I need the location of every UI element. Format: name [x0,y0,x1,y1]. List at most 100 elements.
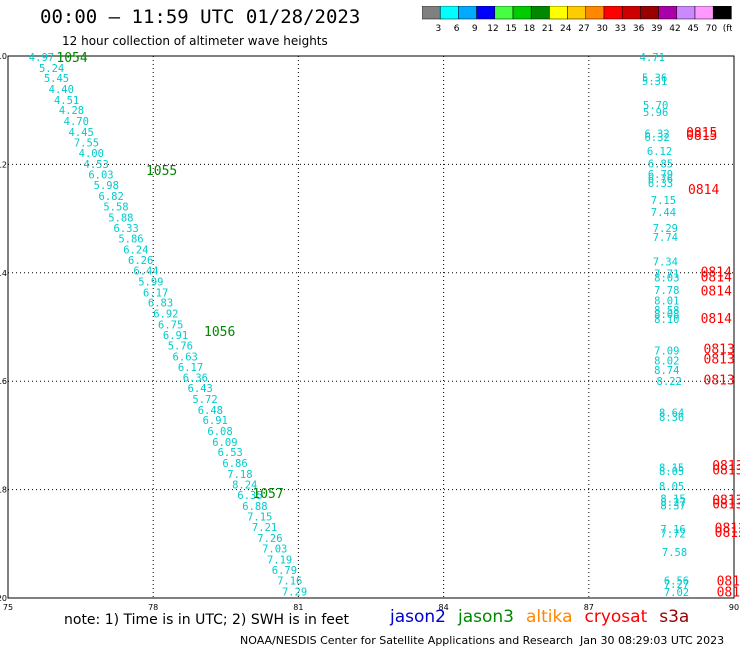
colorbar-label: 39 [651,24,663,34]
pass-number-label: 0812 [715,526,740,541]
colorbar-label: 27 [578,24,589,34]
wave-height-value: 4.97 [29,52,54,64]
wave-height-value: 8.03 [654,273,679,285]
pass-number-label: 0812 [715,522,740,537]
wave-height-value: 7.72 [660,529,685,541]
wave-height-value: 7.58 [662,547,687,559]
wave-height-value: 5.36 [642,73,667,85]
pass-number-label: 1056 [204,325,235,340]
wave-height-value: 8.01 [654,295,679,307]
wave-height-value: 7.15 [651,195,676,207]
footer-org: NOAA/NESDIS Center for Satellite Applica… [240,634,574,647]
y-tick-label: 14 [0,269,7,278]
wave-height-value: 4.28 [59,105,84,117]
wave-height-value: 6.91 [203,415,228,427]
colorbar-label: 30 [596,24,608,34]
wave-height-value: 5.24 [39,63,64,75]
wave-height-value: 8.24 [232,480,257,492]
footer-note: note: 1) Time is in UTC; 2) SWH is in fe… [64,612,350,628]
colorbar-label: 21 [542,24,553,34]
wave-height-value: 5.45 [44,73,69,85]
wave-height-value: 7.74 [653,232,678,244]
wave-height-value: 7.02 [664,587,689,599]
mission-legend-item: altika [526,607,573,627]
wave-height-value: 7.55 [74,138,99,150]
wave-height-value: 7.78 [654,285,679,297]
wave-height-value: 6.09 [212,437,237,449]
wave-height-value: 6.86 [222,458,247,470]
colorbar-label: 9 [472,24,478,34]
wave-height-value: 8.05 [659,481,684,493]
wave-height-value: 8.02 [654,356,679,368]
mission-legend: jason2 jason3 altika cryosat s3a [390,607,701,627]
pass-number-label: 1054 [56,51,87,66]
wave-height-value: 6.08 [207,426,232,438]
wave-height-value: 8.36 [659,412,684,424]
colorbar-label: 45 [687,24,698,34]
wave-height-value: 4.40 [49,84,74,96]
footer-generated-time: Jan 30 08:29:03 UTC 2023 [580,634,725,647]
wave-height-value: 6.75 [158,319,183,331]
wave-height-value: 7.16 [277,576,302,588]
colorbar-label: 24 [560,24,572,34]
wave-height-value: 4.53 [84,159,109,171]
wave-height-value: 8.37 [660,500,685,512]
wave-height-value: 8.15 [659,462,684,474]
plot-frame [7,55,735,599]
colorbar-label: 18 [524,24,536,34]
wave-height-value: 6.91 [163,330,188,342]
wave-height-value: 6.53 [218,447,243,459]
pass-number-label: 0814 [701,271,732,286]
pass-number-label: 0813 [704,352,735,367]
colorbar-swatch [712,6,732,20]
wave-height-value: 7.21 [252,522,277,534]
wave-height-value: 4.45 [69,127,94,139]
colorbar-label: 6 [454,24,460,34]
pass-number-label: 0812 [717,575,740,590]
pass-number-label: 0812 [717,585,740,600]
mission-legend-item: cryosat [584,607,648,627]
wave-height-value: 7.29 [653,223,678,235]
pass-number-label: 0813 [712,498,740,513]
wave-height-value: 6.83 [148,298,173,310]
wave-height-value: 5.99 [138,276,163,288]
wave-height-value: 5.58 [103,202,128,214]
y-tick-label: 18 [0,486,7,495]
wave-height-value: 6.43 [188,383,213,395]
colorbar-label: 15 [505,24,516,34]
wave-height-value: 5.70 [643,100,668,112]
pass-number-label: 0814 [701,285,732,300]
wave-height-value: 6.63 [173,351,198,363]
wave-height-value: 6.17 [143,287,168,299]
wave-height-value: 5.96 [643,107,668,119]
y-tick-label: 20 [0,594,7,603]
wave-height-value: 6.76 [648,173,673,185]
x-tick-label: 78 [148,603,158,612]
wave-height-value: 4.71 [640,52,665,64]
wave-height-value: 6.32 [644,132,669,144]
pass-number-label: 0814 [701,266,732,281]
wave-height-value: 6.48 [198,405,223,417]
colorbar-label: 36 [633,24,645,34]
pass-number-label: 1057 [252,487,283,502]
wave-height-value: 7.44 [651,207,676,219]
pass-number-label: 1055 [146,164,177,179]
wave-height-value: 6.35 [237,490,262,502]
wave-height-value: 4.70 [64,116,89,128]
x-tick-label: 87 [584,603,594,612]
wave-height-value: 7.19 [267,555,292,567]
wave-height-value: 6.33 [114,223,139,235]
wave-height-value: 5.72 [192,394,217,406]
mission-legend-item: jason2 [390,607,446,627]
wave-height-value: 8.74 [654,365,679,377]
wave-height-value: 6.24 [123,244,148,256]
wave-height-value: 8.58 [654,305,679,317]
wave-height-value: 6.92 [153,308,178,320]
wave-height-value: 6.32 [644,129,669,141]
y-tick-label: 12 [0,160,7,169]
wave-height-value: 6.79 [272,565,297,577]
wave-height-value: 4.00 [79,148,104,160]
x-tick-label: 75 [3,603,13,612]
wave-height-value: 8.15 [660,493,685,505]
